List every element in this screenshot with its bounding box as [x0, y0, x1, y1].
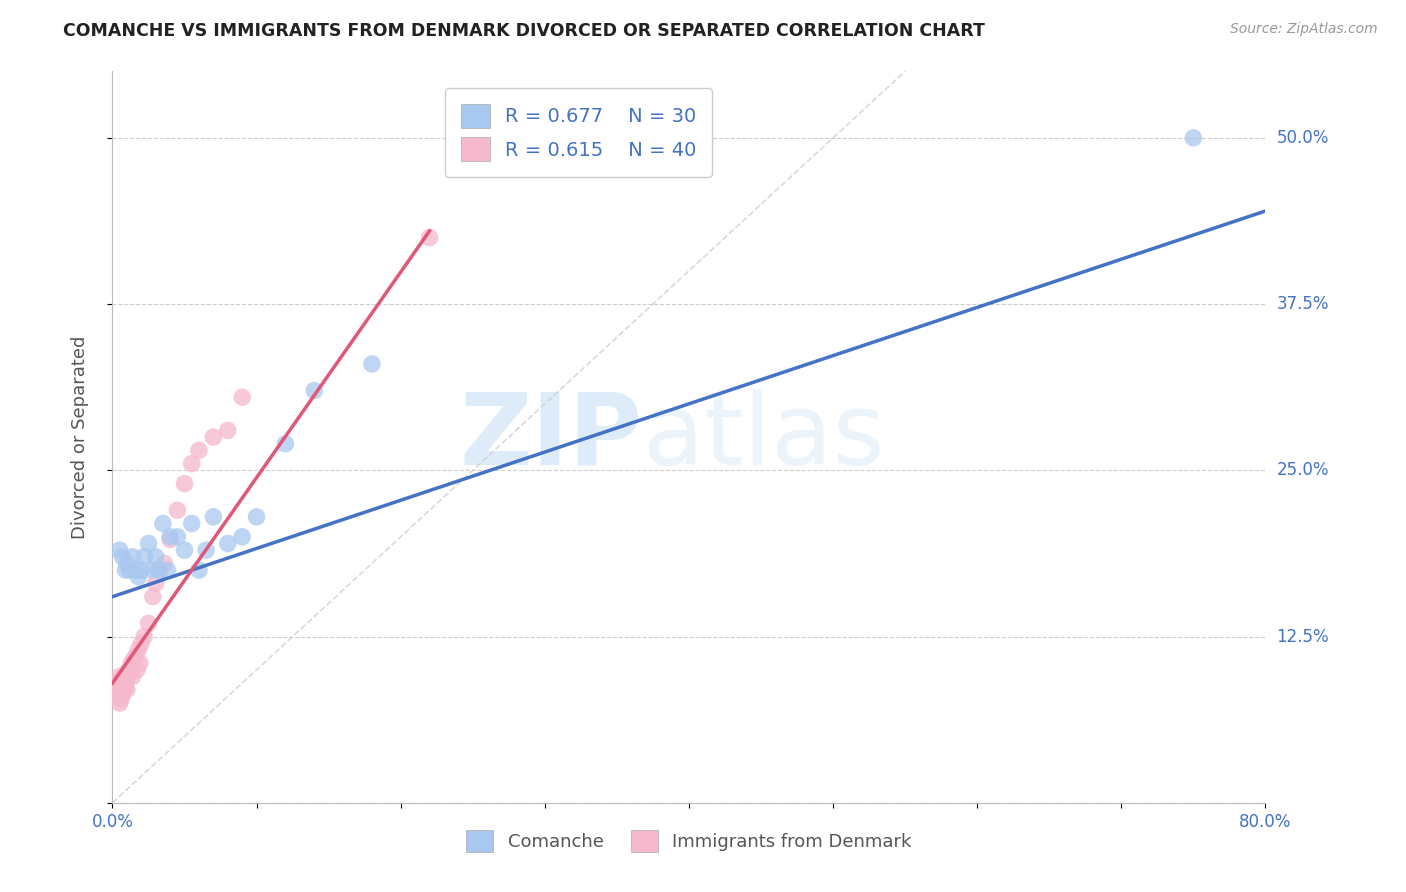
Point — [108, 669, 131, 683]
Point — [111, 673, 134, 688]
Point — [217, 536, 239, 550]
Point — [120, 656, 142, 670]
Point — [134, 549, 156, 564]
Point — [121, 549, 143, 564]
Text: 50.0%: 50.0% — [1277, 128, 1329, 147]
Point — [180, 457, 202, 471]
Point — [419, 230, 441, 244]
Point — [166, 503, 188, 517]
Point — [173, 543, 195, 558]
Point — [153, 557, 176, 571]
Point — [110, 679, 132, 693]
Point — [112, 682, 135, 697]
Point — [114, 679, 136, 693]
Point — [156, 563, 179, 577]
Point — [231, 530, 253, 544]
Point — [188, 443, 211, 458]
Point — [128, 656, 150, 670]
Point — [114, 563, 136, 577]
Point — [152, 516, 174, 531]
Point — [217, 424, 239, 438]
Point — [360, 357, 382, 371]
Point — [108, 696, 131, 710]
Text: Source: ZipAtlas.com: Source: ZipAtlas.com — [1230, 22, 1378, 37]
Point — [304, 384, 326, 398]
Point — [125, 663, 148, 677]
Point — [138, 536, 160, 550]
Point — [1182, 131, 1205, 145]
Point — [188, 563, 211, 577]
Point — [111, 549, 134, 564]
Text: 12.5%: 12.5% — [1277, 628, 1329, 646]
Point — [117, 669, 139, 683]
Point — [121, 669, 143, 683]
Text: ZIP: ZIP — [460, 389, 643, 485]
Point — [107, 682, 129, 697]
Point — [159, 533, 181, 547]
Point — [127, 570, 149, 584]
Y-axis label: Divorced or Separated: Divorced or Separated — [70, 335, 89, 539]
Point — [115, 557, 138, 571]
Point — [148, 563, 170, 577]
Point — [129, 563, 153, 577]
Text: atlas: atlas — [643, 389, 884, 485]
Point — [122, 652, 145, 666]
Point — [112, 669, 135, 683]
Point — [142, 590, 165, 604]
Point — [115, 665, 138, 680]
Legend: Comanche, Immigrants from Denmark: Comanche, Immigrants from Denmark — [458, 823, 920, 860]
Point — [124, 649, 146, 664]
Point — [111, 687, 134, 701]
Point — [124, 563, 146, 577]
Point — [145, 576, 167, 591]
Point — [134, 630, 156, 644]
Text: COMANCHE VS IMMIGRANTS FROM DENMARK DIVORCED OR SEPARATED CORRELATION CHART: COMANCHE VS IMMIGRANTS FROM DENMARK DIVO… — [63, 22, 986, 40]
Point — [110, 692, 132, 706]
Point — [149, 563, 172, 577]
Point — [105, 676, 128, 690]
Text: 25.0%: 25.0% — [1277, 461, 1329, 479]
Point — [104, 690, 127, 704]
Point — [231, 390, 253, 404]
Point — [180, 516, 202, 531]
Point — [114, 673, 136, 688]
Point — [202, 430, 225, 444]
Point — [142, 563, 165, 577]
Point — [274, 436, 297, 450]
Point — [202, 509, 225, 524]
Point — [127, 643, 149, 657]
Point — [166, 530, 188, 544]
Text: 37.5%: 37.5% — [1277, 295, 1329, 313]
Point — [115, 682, 138, 697]
Point — [173, 476, 195, 491]
Point — [108, 543, 131, 558]
Point — [195, 543, 218, 558]
Point — [159, 530, 181, 544]
Point — [138, 616, 160, 631]
Point — [118, 563, 141, 577]
Point — [129, 636, 153, 650]
Point — [246, 509, 269, 524]
Point — [118, 663, 141, 677]
Point — [145, 549, 167, 564]
